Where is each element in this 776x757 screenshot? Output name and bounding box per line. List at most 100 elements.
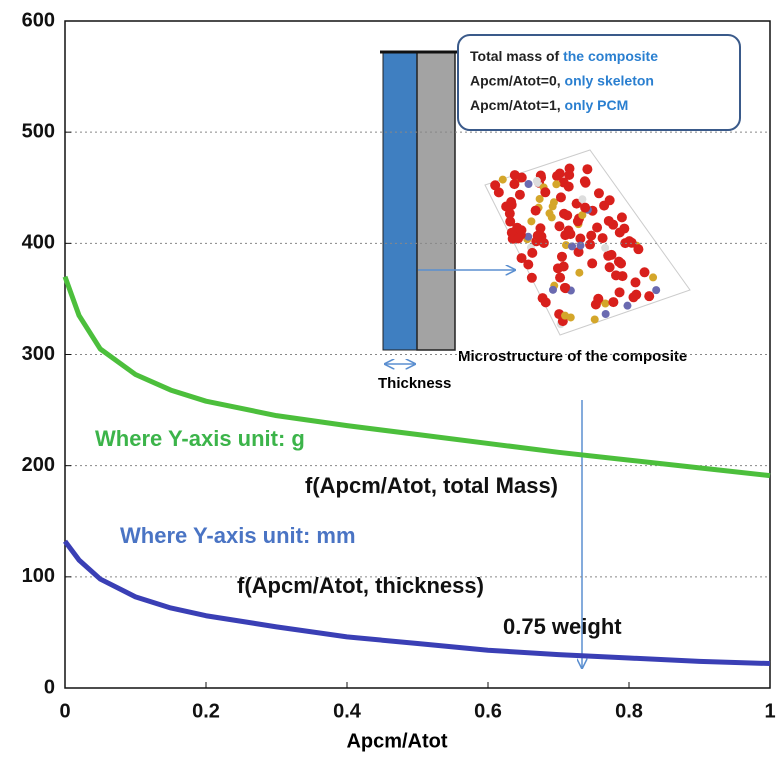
x-tick-label: 0.2 — [192, 700, 220, 722]
atom — [585, 240, 595, 250]
atom — [541, 297, 551, 307]
atom — [577, 242, 585, 250]
atom — [575, 269, 583, 277]
atom — [559, 209, 569, 219]
microstructure-label: Microstructure of the composite — [458, 348, 687, 365]
atom — [549, 202, 557, 210]
atom — [599, 201, 609, 211]
atom — [615, 287, 625, 297]
atom — [605, 262, 615, 272]
atom — [593, 294, 603, 304]
atom — [619, 224, 629, 234]
atom — [557, 252, 567, 262]
x-tick-label: 0.4 — [333, 700, 362, 722]
x-tick-label: 1 — [764, 700, 775, 722]
atom — [611, 270, 621, 280]
atom — [549, 286, 557, 294]
atom — [628, 292, 638, 302]
atom — [515, 190, 525, 200]
atom — [552, 180, 560, 188]
x-tick-label: 0 — [59, 700, 70, 722]
atom — [594, 188, 604, 198]
atom — [535, 223, 545, 233]
atom — [540, 187, 550, 197]
atom — [510, 170, 520, 180]
atom — [592, 222, 602, 232]
atom — [640, 267, 650, 277]
thickness-label: Thickness — [378, 375, 451, 392]
atom — [598, 233, 608, 243]
atom — [649, 273, 657, 281]
atom — [552, 171, 562, 181]
pcm-layer — [383, 52, 417, 350]
atom — [555, 273, 565, 283]
atom — [603, 251, 613, 261]
atom — [624, 236, 634, 246]
atom — [564, 182, 574, 192]
atom — [604, 216, 614, 226]
y-tick-label: 500 — [22, 120, 55, 142]
y-tick-label: 200 — [22, 454, 55, 476]
atom — [553, 263, 563, 273]
atom — [652, 286, 660, 294]
atom — [630, 277, 640, 287]
atom — [505, 217, 515, 227]
callout-accent: only PCM — [565, 97, 629, 113]
atom — [517, 253, 527, 263]
callout-text: Apcm/Atot=1, — [470, 97, 565, 113]
atom — [516, 225, 526, 235]
atom — [601, 244, 609, 252]
callout-accent: the composite — [563, 48, 658, 64]
annotation: Where Y-axis unit: g — [95, 426, 305, 451]
callout-line: Apcm/Atot=0, only skeleton — [470, 72, 654, 88]
atom — [587, 258, 597, 268]
callout-line: Total mass of the composite — [470, 48, 658, 64]
atom — [580, 203, 590, 213]
atom — [554, 221, 564, 231]
atom — [568, 242, 576, 250]
atom — [533, 177, 541, 185]
atom — [560, 283, 570, 293]
y-tick-label: 600 — [22, 9, 55, 31]
atom — [565, 229, 575, 239]
y-tick-label: 300 — [22, 343, 55, 365]
x-tick-label: 0.6 — [474, 700, 502, 722]
atom — [527, 248, 537, 258]
atom — [582, 164, 592, 174]
atom — [527, 217, 535, 225]
atom — [499, 176, 507, 184]
atom — [581, 178, 591, 188]
atom — [494, 187, 504, 197]
atom — [548, 213, 556, 221]
atom — [586, 231, 596, 241]
atom — [531, 206, 541, 216]
x-tick-label: 0.8 — [615, 700, 643, 722]
callout-text: Total mass of — [470, 48, 563, 64]
atom — [578, 195, 586, 203]
atom — [509, 179, 519, 189]
atom — [623, 302, 631, 310]
x-axis-title: Apcm/Atot — [346, 730, 447, 752]
annotation: f(Apcm/Atot, thickness) — [237, 573, 484, 598]
atom — [564, 164, 574, 174]
callout-accent: only skeleton — [565, 72, 654, 88]
atom — [525, 180, 533, 188]
atom — [614, 257, 624, 267]
skeleton-layer — [417, 52, 455, 350]
atom — [644, 291, 654, 301]
data-line — [65, 541, 770, 663]
atom — [617, 212, 627, 222]
y-tick-label: 100 — [22, 565, 55, 587]
atom — [608, 297, 618, 307]
atom — [567, 313, 575, 321]
atom — [506, 197, 516, 207]
atom — [527, 273, 537, 283]
annotation: f(Apcm/Atot, total Mass) — [305, 473, 558, 498]
callout-text: Apcm/Atot=0, — [470, 72, 565, 88]
y-tick-label: 0 — [44, 676, 55, 698]
chart: Thickness Microstructure of the composit… — [0, 0, 776, 757]
y-tick-label: 400 — [22, 232, 55, 254]
molecule-image — [485, 150, 690, 335]
atom — [556, 192, 566, 202]
annotation: Where Y-axis unit: mm — [120, 523, 356, 548]
